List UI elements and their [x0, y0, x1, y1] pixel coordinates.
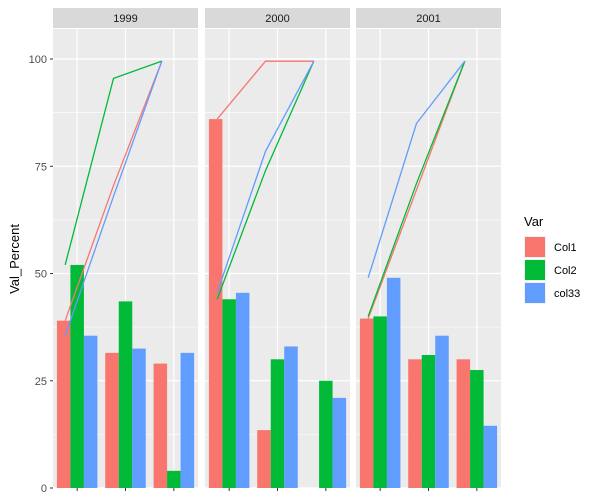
legend-swatch-col1: [525, 237, 545, 257]
bar-col33-2001-2: [435, 335, 449, 488]
line-col1-2001: [367, 60, 466, 319]
bar-col2-2000-3: [319, 380, 333, 488]
bar-col2-2001-3: [470, 370, 484, 488]
legend-label-col1: Col1: [554, 242, 577, 254]
panel-strip-label: 2001: [416, 13, 440, 25]
panels-layer: 1999 2000 2001: [53, 8, 501, 491]
y-tick-label: 0: [41, 483, 47, 495]
bar-col1-2000-2: [257, 430, 271, 488]
legend-swatch-col2: [525, 260, 545, 280]
bar-col33-2000-2: [284, 346, 298, 488]
bar-col33-1999-3: [180, 352, 195, 488]
line-col33-2001: [367, 60, 466, 278]
legend-swatch-col33: [525, 283, 545, 303]
bar-col2-2001-2: [421, 355, 436, 488]
y-tick-label: 25: [35, 376, 47, 388]
bar-col2-1999-2: [118, 301, 133, 488]
bar-col2-2001-1: [373, 316, 387, 488]
bar-col33-2000-3: [332, 397, 347, 488]
line-col2-2001: [367, 60, 466, 317]
panel-1999: 1999: [53, 8, 198, 491]
line-col2-1999: [64, 60, 163, 266]
y-tick-label: 100: [29, 54, 47, 66]
bar-col1-1999-1: [56, 320, 71, 488]
bar-col1-2001-3: [456, 359, 471, 488]
bar-col1-2000-1: [208, 119, 223, 489]
line-col33-1999: [64, 60, 163, 336]
bar-col1-2001-2: [408, 359, 422, 488]
bar-col1-1999-2: [105, 352, 119, 488]
panel-2001: 2001: [356, 8, 501, 491]
legend-title: Var: [524, 214, 544, 229]
line-col33-2000: [216, 60, 315, 294]
line-col1-1999: [64, 60, 163, 321]
bar-col2-1999-1: [70, 264, 84, 488]
bar-col2-1999-3: [167, 470, 181, 488]
line-col1-2000: [216, 60, 314, 120]
y-tick-label: 75: [35, 161, 47, 173]
legend-label-col2: Col2: [554, 265, 577, 277]
panel-strip: [356, 8, 501, 28]
bar-col33-2001-1: [386, 277, 401, 488]
legend-label-col33: col33: [554, 288, 580, 300]
bar-col1-2001-1: [359, 318, 374, 488]
panel-strip: [53, 8, 198, 28]
panel-strip-label: 1999: [113, 13, 137, 25]
y-tick-label: 50: [35, 269, 47, 281]
line-col2-2000: [216, 60, 315, 300]
bar-col2-2000-2: [270, 359, 285, 488]
panel-strip: [205, 8, 350, 28]
panel-2000: 2000: [205, 8, 350, 491]
panel-strip-label: 2000: [265, 13, 289, 25]
y-axis: 0 25 50 75 100: [29, 54, 53, 495]
bar-col33-2001-3: [483, 425, 498, 488]
y-axis-title: Val_Percent: [7, 224, 22, 294]
bar-col33-2000-1: [235, 292, 250, 488]
bar-col1-1999-3: [153, 363, 168, 488]
bar-col33-1999-2: [132, 348, 146, 488]
bar-col33-1999-1: [83, 335, 98, 488]
bar-col2-2000-1: [222, 299, 236, 488]
legend: Var Col1 Col2 col33: [524, 214, 580, 304]
